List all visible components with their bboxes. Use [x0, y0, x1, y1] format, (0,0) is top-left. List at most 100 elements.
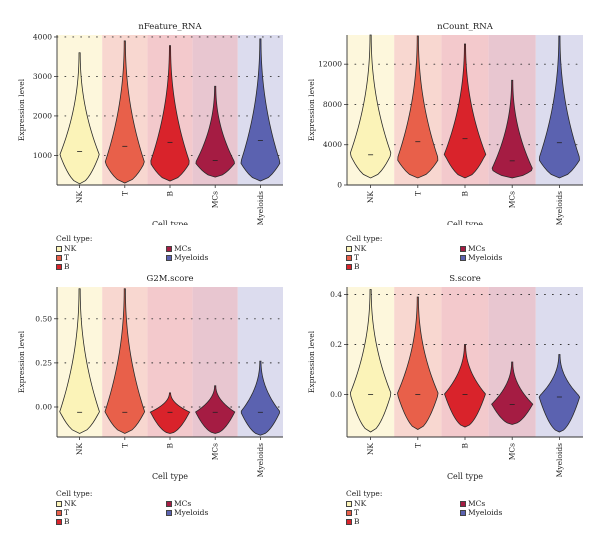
- y-tick-label: 1000: [33, 151, 52, 160]
- violin-mcs: [491, 79, 533, 179]
- legend-title: Cell type:: [346, 234, 383, 243]
- violin-chart: 0.0 0.2 0.4 NK T B MCs Myeloids S.score Cell type…: [307, 274, 584, 481]
- y-tick-label: 0.00: [35, 403, 52, 412]
- x-tick-label: Myeloids: [256, 191, 265, 225]
- legend-swatch: [56, 510, 62, 516]
- violin-b: [443, 43, 487, 179]
- legend-item-t: T: [56, 253, 69, 262]
- legend-item-t: T: [346, 253, 359, 262]
- x-tick-label: B: [461, 443, 470, 449]
- legend-swatch: [346, 519, 352, 525]
- violin-t: [397, 296, 439, 430]
- violin-t: [104, 288, 146, 434]
- legend-swatch: [460, 255, 466, 261]
- violin-myeloids: [538, 35, 580, 179]
- violin-b: [444, 344, 486, 428]
- violin-myeloids: [538, 354, 581, 433]
- legend-item-nk: NK: [346, 499, 366, 508]
- legend-item-mcs: MCs: [460, 244, 485, 253]
- y-tick-label: 4000: [323, 140, 342, 149]
- x-tick-label: Myeloids: [555, 191, 564, 225]
- x-tick-label: B: [166, 443, 175, 449]
- legend-swatch: [166, 510, 172, 516]
- x-tick-label: NK: [366, 443, 375, 456]
- violin-mcs: [195, 385, 236, 434]
- legend-title: Cell type:: [56, 489, 93, 498]
- x-axis-label: Cell type: [447, 472, 483, 481]
- legend-swatch: [56, 519, 62, 525]
- x-tick-label: B: [166, 191, 175, 197]
- legend-item-t: T: [56, 508, 69, 517]
- violin-myeloids: [240, 360, 280, 436]
- legend-item-mcs: MCs: [166, 244, 191, 253]
- legend-item-mcs: MCs: [460, 499, 485, 508]
- x-tick-label: NK: [75, 191, 84, 204]
- x-tick-label: Myeloids: [555, 443, 564, 477]
- legend-item-t: T: [346, 508, 359, 517]
- y-tick-label: 0.2: [330, 340, 342, 349]
- panel-ncount: 0 4000 8000 12000 NK T B MCs Myeloids nCount_RNA C…: [300, 0, 600, 272]
- panel-g2m: 0.00 0.25 0.50 NK T B MCs Myeloids G2M.score Cell…: [0, 272, 300, 544]
- legend-swatch: [56, 255, 62, 261]
- y-tick-label: 3000: [33, 72, 52, 81]
- legend-item-mcs: MCs: [166, 499, 191, 508]
- violin-t: [104, 40, 145, 184]
- x-tick-label: Myeloids: [256, 443, 265, 477]
- x-tick-label: T: [120, 191, 129, 196]
- chart-title: nCount_RNA: [437, 22, 494, 32]
- violin-b: [149, 392, 191, 434]
- violin-mcs: [491, 361, 534, 425]
- panel-nfeature: 1000 2000 3000 4000 NK T B MCs Myeloids nFeature_…: [0, 0, 300, 272]
- violin-nk: [349, 289, 392, 433]
- legend-item-b: B: [346, 262, 360, 271]
- legend-swatch: [460, 501, 466, 507]
- legend-swatch: [166, 246, 172, 252]
- violin-myeloids: [240, 38, 281, 182]
- legend-swatch: [56, 246, 62, 252]
- y-axis-label: Expression level: [17, 330, 26, 393]
- legend-item-myeloids: Myeloids: [166, 253, 208, 262]
- y-axis-label: Expression level: [17, 78, 26, 141]
- x-axis-label: Cell type: [447, 220, 483, 225]
- chart-title: G2M.score: [147, 274, 194, 284]
- legend-title: Cell type:: [346, 489, 383, 498]
- legend-swatch: [166, 501, 172, 507]
- y-tick-label: 8000: [323, 100, 342, 109]
- legend-item-b: B: [346, 517, 360, 526]
- y-axis-label: Expression level: [307, 330, 316, 393]
- y-tick-label: 12000: [318, 60, 342, 69]
- y-axis-label: Expression level: [307, 78, 316, 141]
- x-tick-label: B: [461, 191, 470, 197]
- legend-swatch: [346, 510, 352, 516]
- chart-title: nFeature_RNA: [138, 22, 202, 32]
- x-tick-label: MCs: [508, 443, 517, 460]
- x-tick-label: T: [413, 443, 422, 448]
- x-tick-label: MCs: [211, 191, 220, 208]
- legend-swatch: [346, 264, 352, 270]
- legend-swatch: [166, 255, 172, 261]
- violin-nk: [59, 288, 100, 434]
- legend-item-myeloids: Myeloids: [460, 253, 502, 262]
- legend-swatch: [460, 510, 466, 516]
- legend-item-b: B: [56, 262, 70, 271]
- violin-chart: 0.00 0.25 0.50 NK T B MCs Myeloids G2M.score Cell…: [17, 274, 284, 481]
- x-axis-label: Cell type: [152, 472, 188, 481]
- legend-swatch: [460, 246, 466, 252]
- x-tick-label: T: [413, 191, 422, 196]
- violin-b: [150, 45, 190, 182]
- legend-swatch: [56, 501, 62, 507]
- legend-item-myeloids: Myeloids: [166, 508, 208, 517]
- legend-item-nk: NK: [346, 244, 366, 253]
- y-tick-label: 0.0: [330, 390, 342, 399]
- y-tick-label: 0.25: [35, 358, 52, 367]
- x-tick-label: NK: [75, 443, 84, 456]
- chart-title: S.score: [449, 274, 481, 284]
- y-tick-label: 0: [337, 181, 342, 190]
- legend-item-myeloids: Myeloids: [460, 508, 502, 517]
- legend-item-b: B: [56, 517, 70, 526]
- violin-chart: 0 4000 8000 12000 NK T B MCs Myeloids nCount_RNA C…: [307, 22, 584, 225]
- legend-swatch: [346, 246, 352, 252]
- y-tick-label: 0.50: [35, 314, 52, 323]
- x-tick-label: NK: [366, 191, 375, 204]
- y-tick-label: 4000: [33, 32, 52, 41]
